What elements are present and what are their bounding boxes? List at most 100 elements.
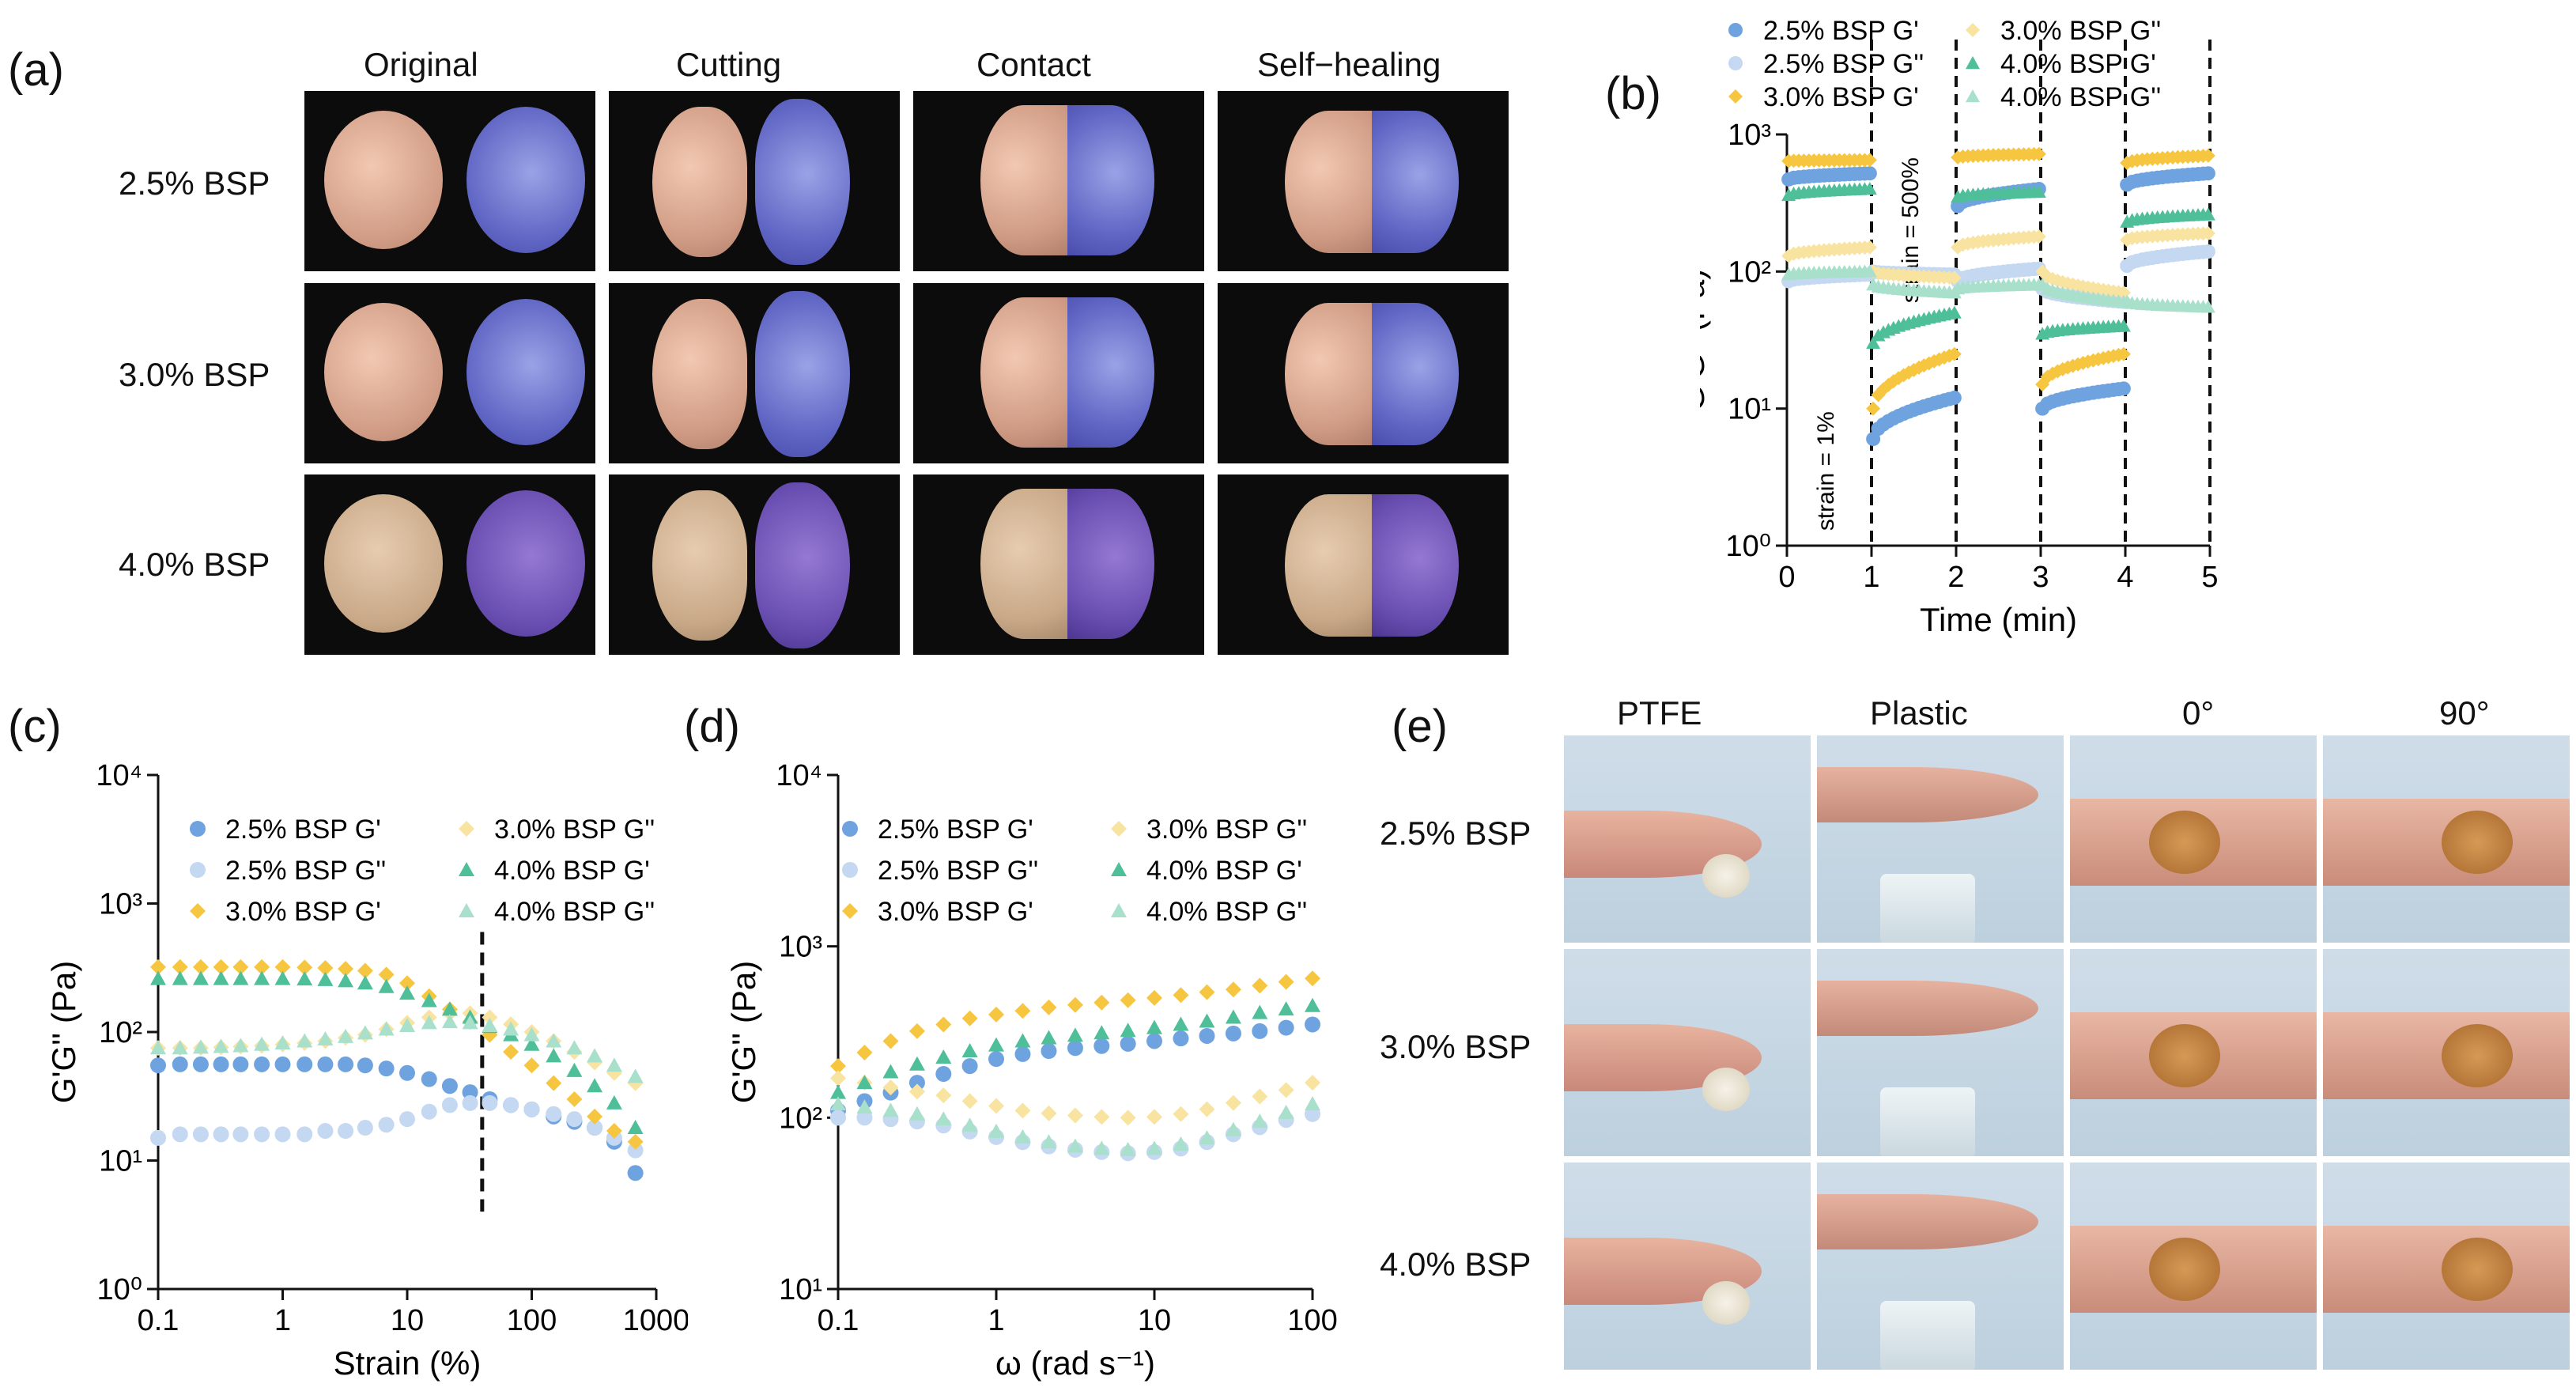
data-point-4-0-bsp-g: [1173, 1136, 1189, 1151]
x-tick-label: 10: [1138, 1304, 1171, 1337]
legend-marker-2-5-bsp-g: [190, 862, 206, 878]
data-point-4-0-bsp-g: [317, 1031, 334, 1046]
data-point-4-0-bsp-g: [1252, 1113, 1268, 1128]
data-point-4-0-bsp-g: [1041, 1134, 1057, 1149]
data-point-3-0-bsp-g: [2200, 226, 2215, 241]
data-point-2-5-bsp-g: [150, 1057, 166, 1074]
y-tick-label: 10⁰: [1725, 530, 1771, 563]
data-point-4-0-bsp-g: [1305, 997, 1320, 1012]
y-tick-label: 10²: [779, 1102, 822, 1135]
data-point-2-5-bsp-g: [587, 1120, 603, 1136]
x-tick-label: 0.1: [818, 1304, 859, 1337]
data-point-3-0-bsp-g: [2035, 377, 2050, 392]
data-point-3-0-bsp-g: [1041, 1105, 1057, 1121]
data-point-2-5-bsp-g: [254, 1056, 270, 1072]
data-point-4-0-bsp-g: [546, 1048, 562, 1063]
panel-label-c: (c): [8, 701, 62, 752]
col-header-ptfe: PTFE: [1617, 694, 1702, 732]
data-point-4-0-bsp-g: [606, 1057, 622, 1072]
data-point-2-5-bsp-g: [1120, 1035, 1136, 1052]
data-point-2-5-bsp-g: [338, 1123, 354, 1140]
data-point-4-0-bsp-g: [254, 970, 270, 985]
legend-label-4-0-bsp-g: 4.0% BSP G'': [494, 897, 655, 927]
data-point-3-0-bsp-g: [587, 1108, 603, 1125]
data-point-2-5-bsp-g: [935, 1066, 952, 1083]
legend-marker-3-0-bsp-g: [190, 903, 206, 919]
legend-marker-2-5-bsp-g: [190, 821, 206, 837]
data-point-3-0-bsp-g: [150, 958, 166, 975]
data-point-4-0-bsp-g: [523, 1036, 540, 1051]
photo-grid-a-r3-c1: [304, 474, 595, 655]
data-point-3-0-bsp-g: [1305, 970, 1320, 987]
legend-marker-4-0-bsp-g: [459, 862, 474, 876]
data-point-4-0-bsp-g: [338, 973, 354, 988]
legend-label-2-5-bsp-g: 2.5% BSP G': [1763, 16, 1919, 46]
photo-grid-a-r1-c1: [304, 91, 595, 271]
legend-label-3-0-bsp-g: 3.0% BSP G': [225, 897, 381, 927]
y-axis-label: G'G'' (Pa): [725, 961, 762, 1103]
chart-c: 0.1 1 10 100 1000 10⁰ 10¹ 10² 10³ 10⁴ Strain (%) G'…: [45, 759, 688, 1382]
data-point-4-0-bsp-g: [213, 970, 229, 985]
data-point-4-0-bsp-g: [1862, 181, 1877, 195]
data-point-4-0-bsp-g: [1278, 1001, 1294, 1016]
y-axis-label: G'G'' (Pa): [45, 961, 82, 1103]
data-point-3-0-bsp-g: [566, 1091, 583, 1107]
data-point-3-0-bsp-g: [1146, 1109, 1162, 1125]
legend-label-2-5-bsp-g: 2.5% BSP G'': [1763, 49, 1924, 79]
data-point-4-0-bsp-g: [2116, 319, 2131, 332]
x-tick-label: 100: [507, 1304, 557, 1337]
row-label-e-3-0-bsp: 3.0% BSP: [1380, 1028, 1532, 1065]
data-point-3-0-bsp-g: [2116, 346, 2131, 361]
data-point-4-0-bsp-g: [213, 1038, 229, 1053]
data-point-3-0-bsp-g: [1093, 994, 1110, 1011]
photo-grid-a-r1-c3: [913, 91, 1204, 271]
data-point-4-0-bsp-g: [378, 1021, 395, 1036]
data-point-2-5-bsp-g: [1252, 1023, 1268, 1039]
data-point-3-0-bsp-g: [1902, 365, 1917, 380]
data-point-2-5-bsp-g: [421, 1071, 437, 1087]
legend-marker-4-0-bsp-g: [1111, 862, 1127, 876]
data-point-3-0-bsp-g: [935, 1087, 952, 1104]
data-point-2-5-bsp-g: [462, 1084, 478, 1101]
data-point-2-5-bsp-g: [317, 1056, 334, 1072]
data-point-4-0-bsp-g: [1146, 1140, 1162, 1155]
data-point-4-0-bsp-g: [1067, 1138, 1083, 1153]
data-point-3-0-bsp-g: [908, 1023, 925, 1039]
photo-grid-e-r2-c4: [2323, 949, 2570, 1156]
legend-marker-3-0-bsp-g: [1966, 23, 1980, 37]
data-point-4-0-bsp-g: [441, 1001, 458, 1016]
data-point-2-5-bsp-g: [1067, 1040, 1083, 1057]
legend-label-2-5-bsp-g: 2.5% BSP G'': [225, 856, 386, 886]
data-point-4-0-bsp-g: [462, 1015, 478, 1030]
data-point-3-0-bsp-g: [1173, 987, 1189, 1004]
data-point-3-0-bsp-g: [1199, 984, 1215, 1000]
data-point-3-0-bsp-g: [1871, 388, 1886, 403]
y-tick-label: 10¹: [779, 1273, 822, 1306]
data-point-2-5-bsp-g: [2200, 166, 2215, 181]
legend-marker-3-0-bsp-g: [1728, 89, 1743, 104]
legend-marker-4-0-bsp-g: [459, 903, 474, 917]
data-point-4-0-bsp-g: [1199, 1130, 1215, 1145]
photo-grid-e-r3-c4: [2323, 1162, 2570, 1370]
data-point-3-0-bsp-g: [503, 1044, 519, 1060]
y-tick-label: 10⁴: [776, 759, 822, 792]
x-tick-label: 4: [2117, 561, 2133, 594]
photo-grid-a-r3-c3: [913, 474, 1204, 655]
data-point-4-0-bsp-g: [882, 1102, 899, 1117]
data-point-2-5-bsp-g: [232, 1056, 249, 1072]
data-point-4-0-bsp-g: [150, 1040, 166, 1055]
data-point-4-0-bsp-g: [482, 1018, 498, 1033]
legend-label-4-0-bsp-g: 4.0% BSP G': [1146, 856, 1302, 886]
legend-marker-3-0-bsp-g: [842, 903, 858, 919]
data-point-4-0-bsp-g: [1305, 1096, 1320, 1111]
y-tick-label: 10¹: [99, 1145, 142, 1178]
x-tick-label: 0: [1778, 561, 1795, 594]
data-point-4-0-bsp-g: [172, 970, 188, 985]
data-point-3-0-bsp-g: [1866, 401, 1881, 416]
data-point-4-0-bsp-g: [1120, 1023, 1136, 1038]
data-point-3-0-bsp-g: [254, 958, 270, 975]
data-point-2-5-bsp-g: [378, 1117, 395, 1133]
data-point-3-0-bsp-g: [1093, 1109, 1110, 1125]
data-point-4-0-bsp-g: [1067, 1027, 1083, 1042]
data-point-4-0-bsp-g: [1947, 305, 1962, 319]
